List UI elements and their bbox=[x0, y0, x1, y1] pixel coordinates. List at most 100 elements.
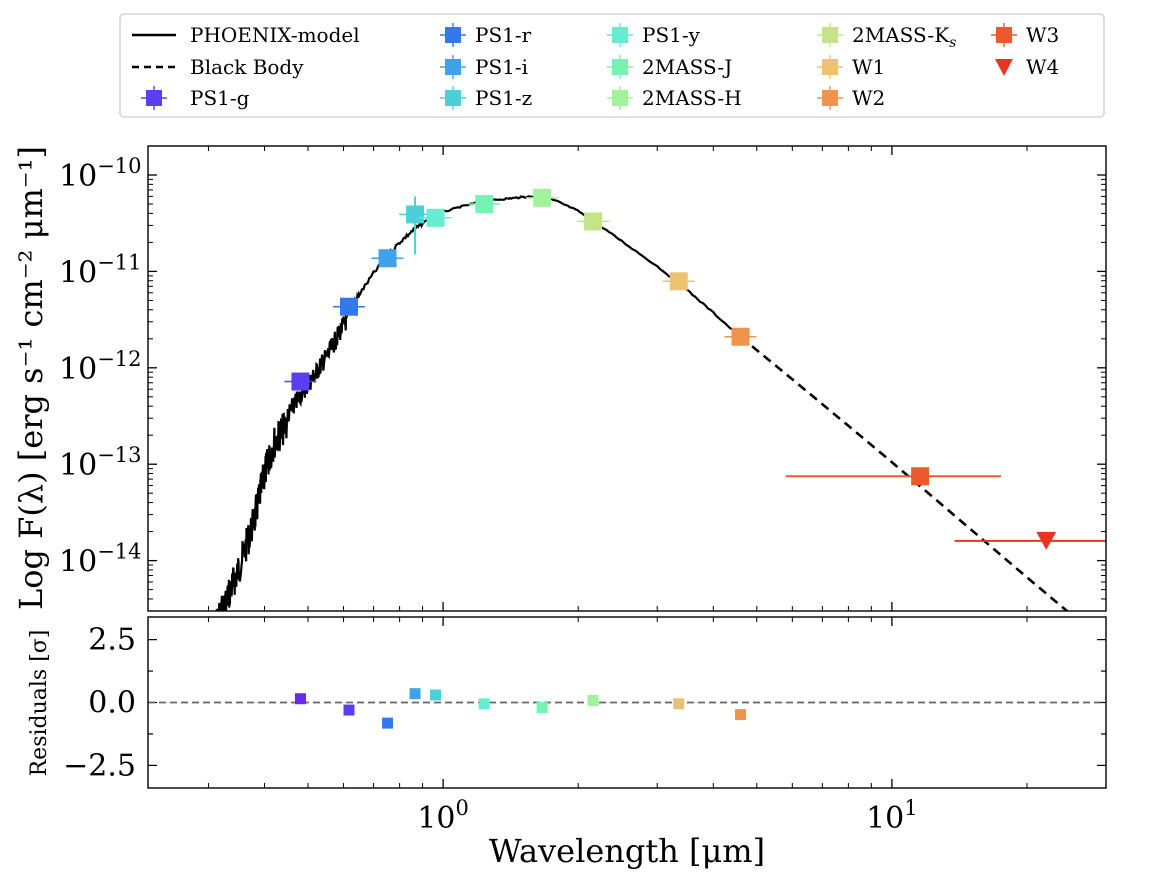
y-tick-exponent: −10 bbox=[97, 154, 141, 178]
y-tick-label: 10−13 bbox=[59, 443, 142, 483]
point-ps1-z bbox=[406, 205, 425, 224]
legend-label-text: PS1-y bbox=[642, 23, 701, 47]
legend-marker bbox=[445, 59, 461, 75]
residual-2mass-j bbox=[478, 698, 490, 710]
y-tick-exponent: −12 bbox=[97, 347, 141, 371]
legend-label: W3 bbox=[1026, 23, 1059, 47]
legend-label-text: Black Body bbox=[190, 55, 304, 79]
y-tick-label: 10−11 bbox=[59, 250, 142, 290]
main-plot-frame bbox=[147, 145, 1107, 612]
legend-label: PS1-y bbox=[642, 23, 701, 47]
point-2mass-h bbox=[533, 188, 552, 207]
x-tick-exponent: 0 bbox=[456, 796, 469, 820]
model-lines bbox=[215, 195, 1070, 611]
legend-marker bbox=[445, 90, 461, 106]
y-tick-label: 10−14 bbox=[59, 540, 142, 580]
y-axis-label: Log F(λ) [erg s⁻¹ cm⁻² μm⁻¹] bbox=[12, 146, 50, 610]
y-tick-exponent: −13 bbox=[97, 443, 141, 467]
legend-label: W2 bbox=[852, 86, 885, 110]
legend-item-2mass-j: 2MASS-J bbox=[607, 55, 732, 79]
residual-points bbox=[294, 688, 747, 729]
black-body-line bbox=[739, 335, 1070, 611]
legend-marker bbox=[995, 59, 1013, 76]
y-tick-base: 10 bbox=[59, 448, 97, 483]
legend-marker bbox=[996, 27, 1012, 43]
legend-item-phoenix-model: PHOENIX-model bbox=[132, 23, 360, 47]
legend-marker bbox=[822, 27, 838, 43]
legend-marker bbox=[612, 27, 628, 43]
legend-item-ps1-z: PS1-z bbox=[440, 86, 532, 110]
legend-item-w1: W1 bbox=[817, 55, 885, 79]
legend-label: Black Body bbox=[190, 55, 304, 79]
legend-item-w4: W4 bbox=[995, 55, 1059, 79]
residual-ps1-i bbox=[382, 717, 394, 729]
legend-item-2mass-h: 2MASS-H bbox=[607, 86, 742, 110]
legend-item-ps1-g: PS1-g bbox=[141, 86, 250, 110]
legend-item-ps1-i: PS1-i bbox=[440, 55, 528, 79]
point-w3 bbox=[911, 467, 930, 486]
legend-label-text: PS1-i bbox=[475, 55, 528, 79]
y-tick-label: 10−12 bbox=[59, 347, 142, 387]
legend-item-ps1-r: PS1-r bbox=[440, 23, 532, 47]
legend-label-text: W4 bbox=[1026, 55, 1059, 79]
point-2mass-ks bbox=[584, 212, 603, 231]
legend-label: W4 bbox=[1026, 55, 1059, 79]
legend-marker bbox=[822, 59, 838, 75]
point-ps1-r bbox=[339, 297, 358, 316]
x-axis-label: Wavelength [μm] bbox=[489, 832, 765, 870]
legend-label: PS1-g bbox=[190, 86, 250, 110]
legend-label: 2MASS-Ks bbox=[852, 23, 956, 51]
residuals-frame bbox=[147, 616, 1107, 789]
y-tick-base: 10 bbox=[59, 255, 97, 290]
legend-label-text: PS1-r bbox=[475, 23, 532, 47]
x-tick-base: 10 bbox=[866, 801, 904, 836]
y-tick-exponent: −14 bbox=[97, 540, 141, 564]
legend-label-text: W1 bbox=[852, 55, 885, 79]
legend-marker bbox=[445, 27, 461, 43]
point-w1 bbox=[669, 272, 688, 291]
residual-w2 bbox=[735, 709, 747, 721]
point-2mass-j bbox=[475, 195, 494, 214]
legend-label: 2MASS-J bbox=[642, 55, 732, 79]
point-ps1-g bbox=[291, 372, 310, 391]
legend-label: 2MASS-H bbox=[642, 86, 742, 110]
legend-label-text: 2MASS-H bbox=[642, 86, 742, 110]
y-tick-exponent: −11 bbox=[97, 250, 141, 274]
y-tick-base: 10 bbox=[59, 352, 97, 387]
resid-y-tick-label: −2.5 bbox=[63, 748, 136, 783]
legend-marker bbox=[822, 90, 838, 106]
legend-label-text: 2MASS-K bbox=[852, 23, 950, 47]
y-tick-base: 10 bbox=[59, 159, 97, 194]
legend-label: PS1-r bbox=[475, 23, 532, 47]
x-tick-exponent: 1 bbox=[904, 796, 917, 820]
legend-item-w2: W2 bbox=[817, 86, 885, 110]
residual-ps1-y bbox=[430, 689, 442, 701]
legend-label: PS1-z bbox=[475, 86, 532, 110]
legend-label: W1 bbox=[852, 55, 885, 79]
residual-ps1-z bbox=[409, 688, 421, 700]
x-tick-base: 10 bbox=[417, 801, 455, 836]
legend-marker bbox=[612, 90, 628, 106]
legend-item-ps1-y: PS1-y bbox=[607, 23, 701, 47]
legend-label-text: PS1-g bbox=[190, 86, 250, 110]
resid-y-tick-label: 2.5 bbox=[88, 623, 136, 658]
resid-y-tick-label: 0.0 bbox=[88, 686, 136, 721]
legend: PHOENIX-model Black Body PS1-g PS1-r PS1-i PS… bbox=[119, 13, 1105, 118]
point-w2 bbox=[731, 327, 750, 346]
phoenix-model-line bbox=[215, 195, 742, 611]
x-tick-label: 100 bbox=[417, 796, 469, 836]
legend-item-black-body: Black Body bbox=[132, 55, 304, 79]
point-ps1-y bbox=[426, 208, 445, 227]
legend-item-2mass-ks: 2MASS-Ks bbox=[817, 23, 956, 51]
point-ps1-i bbox=[378, 249, 397, 268]
y-tick-label: 10−10 bbox=[59, 154, 142, 194]
point-w4 bbox=[1036, 531, 1057, 550]
legend-label-text: 2MASS-J bbox=[642, 55, 732, 79]
legend-marker bbox=[612, 59, 628, 75]
y-tick-base: 10 bbox=[59, 545, 97, 580]
legend-label: PHOENIX-model bbox=[190, 23, 360, 47]
residual-2mass-ks bbox=[587, 694, 599, 706]
residual-ps1-g bbox=[294, 693, 306, 705]
